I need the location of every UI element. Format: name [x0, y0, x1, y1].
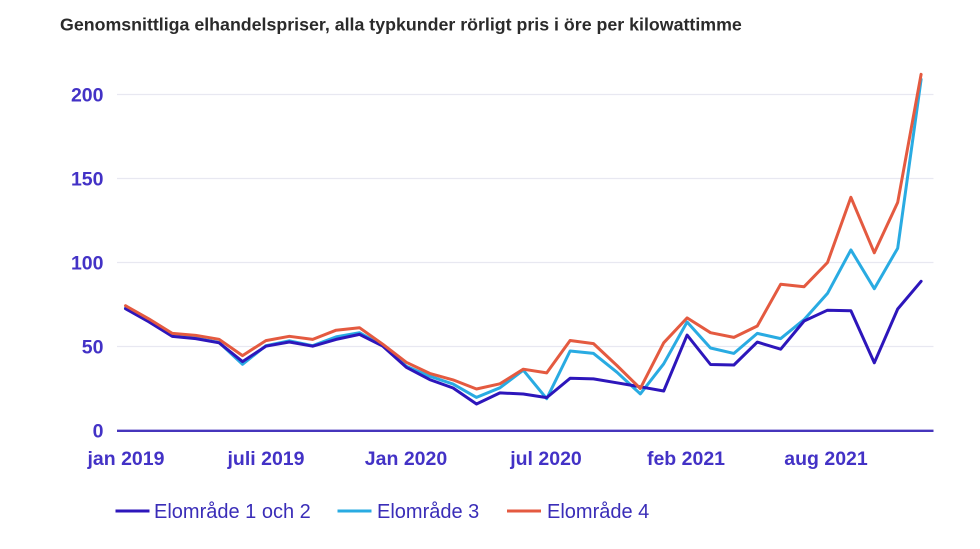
svg-text:Elområde 4: Elområde 4: [547, 501, 649, 523]
svg-text:jul 2020: jul 2020: [509, 448, 582, 470]
svg-text:200: 200: [71, 85, 104, 107]
svg-text:jan 2019: jan 2019: [87, 448, 165, 470]
svg-text:Genomsnittliga elhandelspriser: Genomsnittliga elhandelspriser, alla typ…: [60, 15, 742, 35]
svg-text:100: 100: [71, 253, 104, 275]
svg-text:feb 2021: feb 2021: [647, 448, 725, 470]
svg-text:juli 2019: juli 2019: [227, 448, 305, 470]
svg-text:aug 2021: aug 2021: [784, 448, 868, 470]
svg-text:Elområde 1 och 2: Elområde 1 och 2: [154, 501, 311, 523]
svg-text:50: 50: [82, 337, 104, 359]
svg-text:150: 150: [71, 169, 104, 191]
svg-text:Jan 2020: Jan 2020: [365, 448, 448, 470]
svg-text:Elområde 3: Elområde 3: [377, 501, 479, 523]
svg-text:0: 0: [93, 421, 104, 443]
